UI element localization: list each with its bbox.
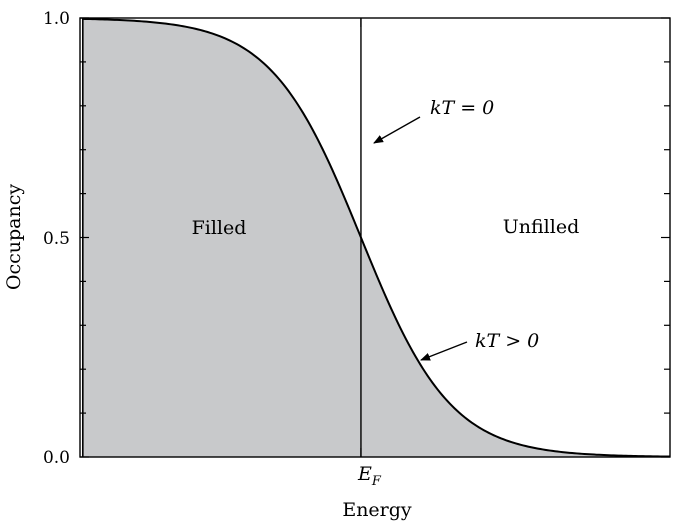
y-tick-label: 0.0: [43, 448, 70, 468]
y-tick-label: 0.5: [43, 229, 70, 249]
annotation-kt-positive: kT > 0: [475, 330, 539, 352]
filled-region-shade: [82, 18, 670, 458]
y-axis-title: Occupancy: [3, 184, 25, 290]
x-tick-label-main: E: [357, 463, 372, 485]
series-kt-positive-curve: [82, 17, 671, 458]
annotation-kt-zero-arrow: [373, 116, 421, 144]
annotation-kt-positive-arrow: [420, 341, 468, 361]
region-label-filled: Filled: [192, 217, 247, 239]
y-axis-ticks: [80, 17, 670, 458]
x-axis-title: Energy: [342, 499, 412, 521]
annotation-kt-zero: kT = 0: [430, 97, 494, 119]
x-tick-label-ef: EF: [357, 463, 382, 489]
x-tick-label-sub: F: [371, 474, 382, 489]
region-label-unfilled: Unfilled: [503, 216, 579, 238]
y-tick-label: 1.0: [43, 9, 70, 29]
